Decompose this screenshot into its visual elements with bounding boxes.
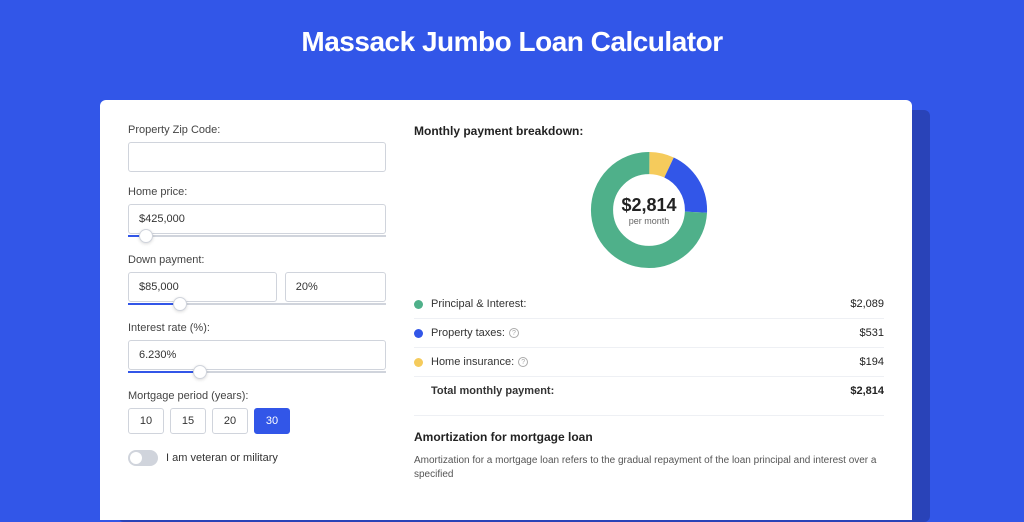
legend-value: $194 — [860, 356, 884, 368]
legend-value: $531 — [860, 327, 884, 339]
slider-line — [128, 235, 386, 237]
breakdown-title: Monthly payment breakdown: — [414, 124, 884, 138]
home-price-slider[interactable] — [128, 232, 386, 240]
info-icon[interactable]: ? — [509, 328, 519, 338]
legend-dot-icon — [414, 329, 423, 338]
zip-field-group: Property Zip Code: — [128, 124, 386, 172]
period-button-10[interactable]: 10 — [128, 408, 164, 434]
period-button-30[interactable]: 30 — [254, 408, 290, 434]
down-payment-slider[interactable] — [128, 300, 386, 308]
donut-container: $2,814 per month — [587, 148, 711, 272]
calculator-card: Property Zip Code: Home price: Down paym… — [100, 100, 912, 520]
home-price-input[interactable] — [128, 204, 386, 234]
interest-input[interactable] — [128, 340, 386, 370]
slider-fill — [128, 371, 200, 373]
zip-label: Property Zip Code: — [128, 124, 386, 136]
down-payment-label: Down payment: — [128, 254, 386, 266]
breakdown-column: Monthly payment breakdown: $2,814 per mo… — [414, 124, 884, 520]
slider-thumb[interactable] — [173, 297, 187, 311]
donut-sub: per month — [621, 216, 676, 226]
page-title: Massack Jumbo Loan Calculator — [0, 0, 1024, 76]
legend-label: Home insurance:? — [431, 356, 860, 368]
down-payment-input[interactable] — [128, 272, 277, 302]
legend-dot-icon — [414, 358, 423, 367]
period-button-15[interactable]: 15 — [170, 408, 206, 434]
legend-row-2: Home insurance:?$194 — [414, 348, 884, 376]
down-payment-pct-input[interactable] — [285, 272, 386, 302]
slider-thumb[interactable] — [139, 229, 153, 243]
legend-value: $2,089 — [850, 298, 884, 310]
legend-row-1: Property taxes:?$531 — [414, 319, 884, 348]
slider-fill — [128, 303, 180, 305]
down-payment-field-group: Down payment: — [128, 254, 386, 308]
slider-thumb[interactable] — [193, 365, 207, 379]
legend-label: Property taxes:? — [431, 327, 860, 339]
veteran-toggle-label: I am veteran or military — [166, 452, 278, 464]
period-field-group: Mortgage period (years): 10152030 — [128, 390, 386, 434]
legend-dot-icon — [414, 300, 423, 309]
period-label: Mortgage period (years): — [128, 390, 386, 402]
amortization-title: Amortization for mortgage loan — [414, 430, 884, 444]
toggle-knob — [130, 452, 142, 464]
legend-row-0: Principal & Interest:$2,089 — [414, 290, 884, 319]
form-column: Property Zip Code: Home price: Down paym… — [128, 124, 386, 520]
total-value: $2,814 — [850, 385, 884, 397]
legend-row-total: Total monthly payment: $2,814 — [414, 376, 884, 405]
total-label: Total monthly payment: — [431, 385, 850, 397]
home-price-field-group: Home price: — [128, 186, 386, 240]
veteran-toggle[interactable] — [128, 450, 158, 466]
interest-slider[interactable] — [128, 368, 386, 376]
info-icon[interactable]: ? — [518, 357, 528, 367]
donut-amount: $2,814 — [621, 195, 676, 216]
donut-wrap: $2,814 per month — [414, 148, 884, 272]
home-price-label: Home price: — [128, 186, 386, 198]
donut-center: $2,814 per month — [621, 195, 676, 226]
veteran-toggle-row: I am veteran or military — [128, 450, 386, 466]
amortization-block: Amortization for mortgage loan Amortizat… — [414, 415, 884, 482]
amortization-body: Amortization for a mortgage loan refers … — [414, 454, 884, 482]
legend-label: Principal & Interest: — [431, 298, 850, 310]
interest-label: Interest rate (%): — [128, 322, 386, 334]
period-button-20[interactable]: 20 — [212, 408, 248, 434]
zip-input[interactable] — [128, 142, 386, 172]
interest-field-group: Interest rate (%): — [128, 322, 386, 376]
